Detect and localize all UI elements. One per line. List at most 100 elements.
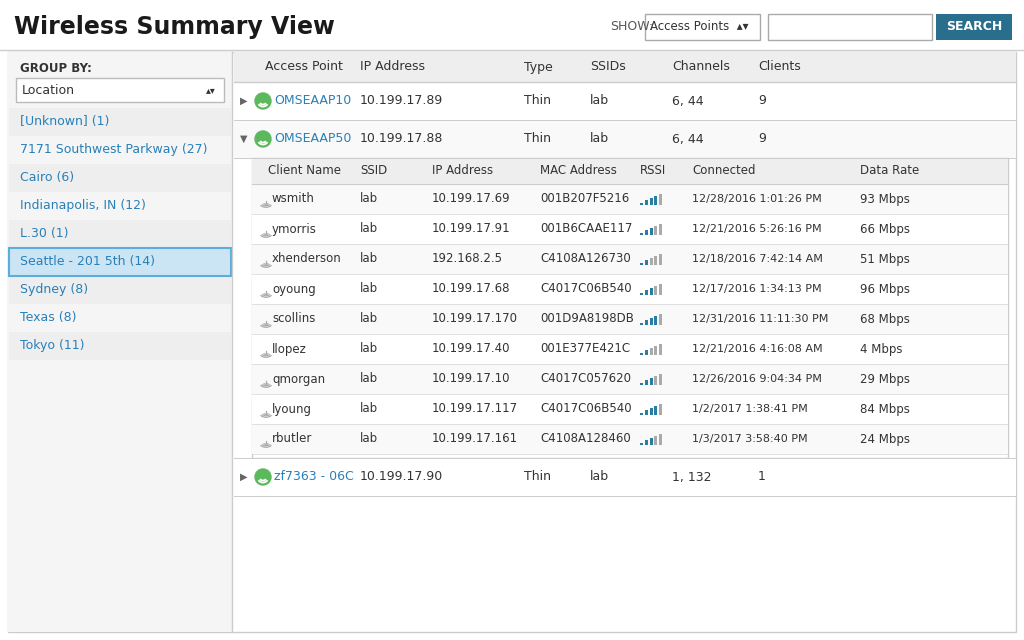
- Bar: [659, 344, 663, 355]
- Text: 12/21/2016 5:26:16 PM: 12/21/2016 5:26:16 PM: [692, 224, 821, 234]
- Text: 10.199.17.10: 10.199.17.10: [432, 372, 511, 385]
- Text: SHOW:: SHOW:: [610, 20, 653, 33]
- Bar: [649, 408, 652, 415]
- Bar: [649, 438, 652, 445]
- Text: Indianapolis, IN (12): Indianapolis, IN (12): [20, 200, 145, 212]
- Text: 10.199.17.88: 10.199.17.88: [360, 132, 443, 145]
- Bar: [659, 403, 663, 415]
- Bar: [9, 304, 231, 332]
- Text: Type: Type: [524, 61, 553, 74]
- Bar: [9, 192, 231, 220]
- Bar: [659, 433, 663, 445]
- Text: lab: lab: [360, 223, 378, 236]
- Bar: [654, 196, 657, 205]
- Bar: [645, 350, 648, 355]
- Bar: [9, 276, 231, 304]
- Text: zf7363 - 06C: zf7363 - 06C: [274, 470, 353, 483]
- Text: lab: lab: [360, 312, 378, 326]
- Text: MAC Address: MAC Address: [540, 164, 616, 177]
- Text: lab: lab: [360, 403, 378, 415]
- Bar: [936, 14, 1012, 40]
- Text: 10.199.17.91: 10.199.17.91: [432, 223, 511, 236]
- Bar: [640, 323, 643, 324]
- Bar: [654, 376, 657, 385]
- Bar: [252, 158, 1008, 184]
- Text: Clients: Clients: [758, 61, 801, 74]
- Bar: [649, 198, 652, 205]
- Text: Cairo (6): Cairo (6): [20, 172, 74, 184]
- Text: lab: lab: [360, 372, 378, 385]
- Text: 1: 1: [758, 470, 766, 483]
- Bar: [252, 244, 1008, 274]
- Text: 7171 Southwest Parkway (27): 7171 Southwest Parkway (27): [20, 143, 208, 157]
- Text: 4 Mbps: 4 Mbps: [860, 342, 902, 355]
- Text: 12/17/2016 1:34:13 PM: 12/17/2016 1:34:13 PM: [692, 284, 821, 294]
- Text: 192.168.2.5: 192.168.2.5: [432, 253, 503, 266]
- Text: 10.199.17.68: 10.199.17.68: [432, 282, 511, 296]
- Text: L.30 (1): L.30 (1): [20, 227, 69, 241]
- Bar: [234, 52, 1016, 82]
- Text: SEARCH: SEARCH: [946, 20, 1002, 33]
- Bar: [16, 78, 224, 102]
- Text: Thin: Thin: [524, 95, 551, 108]
- Text: 001E377E421C: 001E377E421C: [540, 342, 630, 355]
- Text: 84 Mbps: 84 Mbps: [860, 403, 910, 415]
- Text: Thin: Thin: [524, 470, 551, 483]
- Text: RSSI: RSSI: [640, 164, 667, 177]
- Bar: [654, 226, 657, 234]
- Text: IP Address: IP Address: [360, 61, 425, 74]
- Text: lab: lab: [360, 253, 378, 266]
- Text: scollins: scollins: [272, 312, 315, 326]
- Text: 001B6CAAE117: 001B6CAAE117: [540, 223, 633, 236]
- Text: 1, 132: 1, 132: [672, 470, 712, 483]
- Text: Data Rate: Data Rate: [860, 164, 920, 177]
- Circle shape: [255, 469, 271, 485]
- Text: ▶: ▶: [241, 472, 248, 482]
- Bar: [640, 383, 643, 385]
- Text: C4017C06B540: C4017C06B540: [540, 282, 632, 296]
- Text: 93 Mbps: 93 Mbps: [860, 193, 910, 205]
- Bar: [768, 14, 932, 40]
- Text: 1/3/2017 3:58:40 PM: 1/3/2017 3:58:40 PM: [692, 434, 808, 444]
- Text: llopez: llopez: [272, 342, 307, 355]
- Bar: [252, 364, 1008, 394]
- Circle shape: [255, 131, 271, 147]
- Bar: [659, 314, 663, 324]
- Bar: [252, 394, 1008, 424]
- Bar: [640, 353, 643, 355]
- Text: 12/18/2016 7:42:14 AM: 12/18/2016 7:42:14 AM: [692, 254, 823, 264]
- Text: GROUP BY:: GROUP BY:: [20, 61, 92, 74]
- Text: Thin: Thin: [524, 132, 551, 145]
- Text: lab: lab: [360, 282, 378, 296]
- Bar: [640, 292, 643, 294]
- Text: lab: lab: [360, 433, 378, 445]
- Bar: [649, 348, 652, 355]
- Bar: [9, 332, 231, 360]
- Text: lab: lab: [360, 193, 378, 205]
- Text: Client Name: Client Name: [268, 164, 341, 177]
- Text: Location: Location: [22, 83, 75, 97]
- Bar: [659, 284, 663, 294]
- Bar: [252, 304, 1008, 334]
- Text: xhenderson: xhenderson: [272, 253, 342, 266]
- Text: Access Points  ▴▾: Access Points ▴▾: [650, 20, 749, 33]
- Bar: [645, 200, 648, 205]
- Bar: [252, 274, 1008, 304]
- Bar: [252, 334, 1008, 364]
- Bar: [645, 230, 648, 234]
- Text: lyoung: lyoung: [272, 403, 312, 415]
- Text: Seattle - 201 5th (14): Seattle - 201 5th (14): [20, 255, 155, 269]
- Bar: [649, 288, 652, 294]
- Text: Texas (8): Texas (8): [20, 312, 77, 324]
- Text: 12/31/2016 11:11:30 PM: 12/31/2016 11:11:30 PM: [692, 314, 828, 324]
- Bar: [659, 193, 663, 205]
- Bar: [645, 410, 648, 415]
- Text: 9: 9: [758, 132, 766, 145]
- Text: SSIDs: SSIDs: [590, 61, 626, 74]
- Text: 10.199.17.170: 10.199.17.170: [432, 312, 518, 326]
- Text: [Unknown] (1): [Unknown] (1): [20, 115, 110, 129]
- Text: rbutler: rbutler: [272, 433, 312, 445]
- Text: qmorgan: qmorgan: [272, 372, 326, 385]
- Text: 9: 9: [758, 95, 766, 108]
- Bar: [8, 52, 232, 632]
